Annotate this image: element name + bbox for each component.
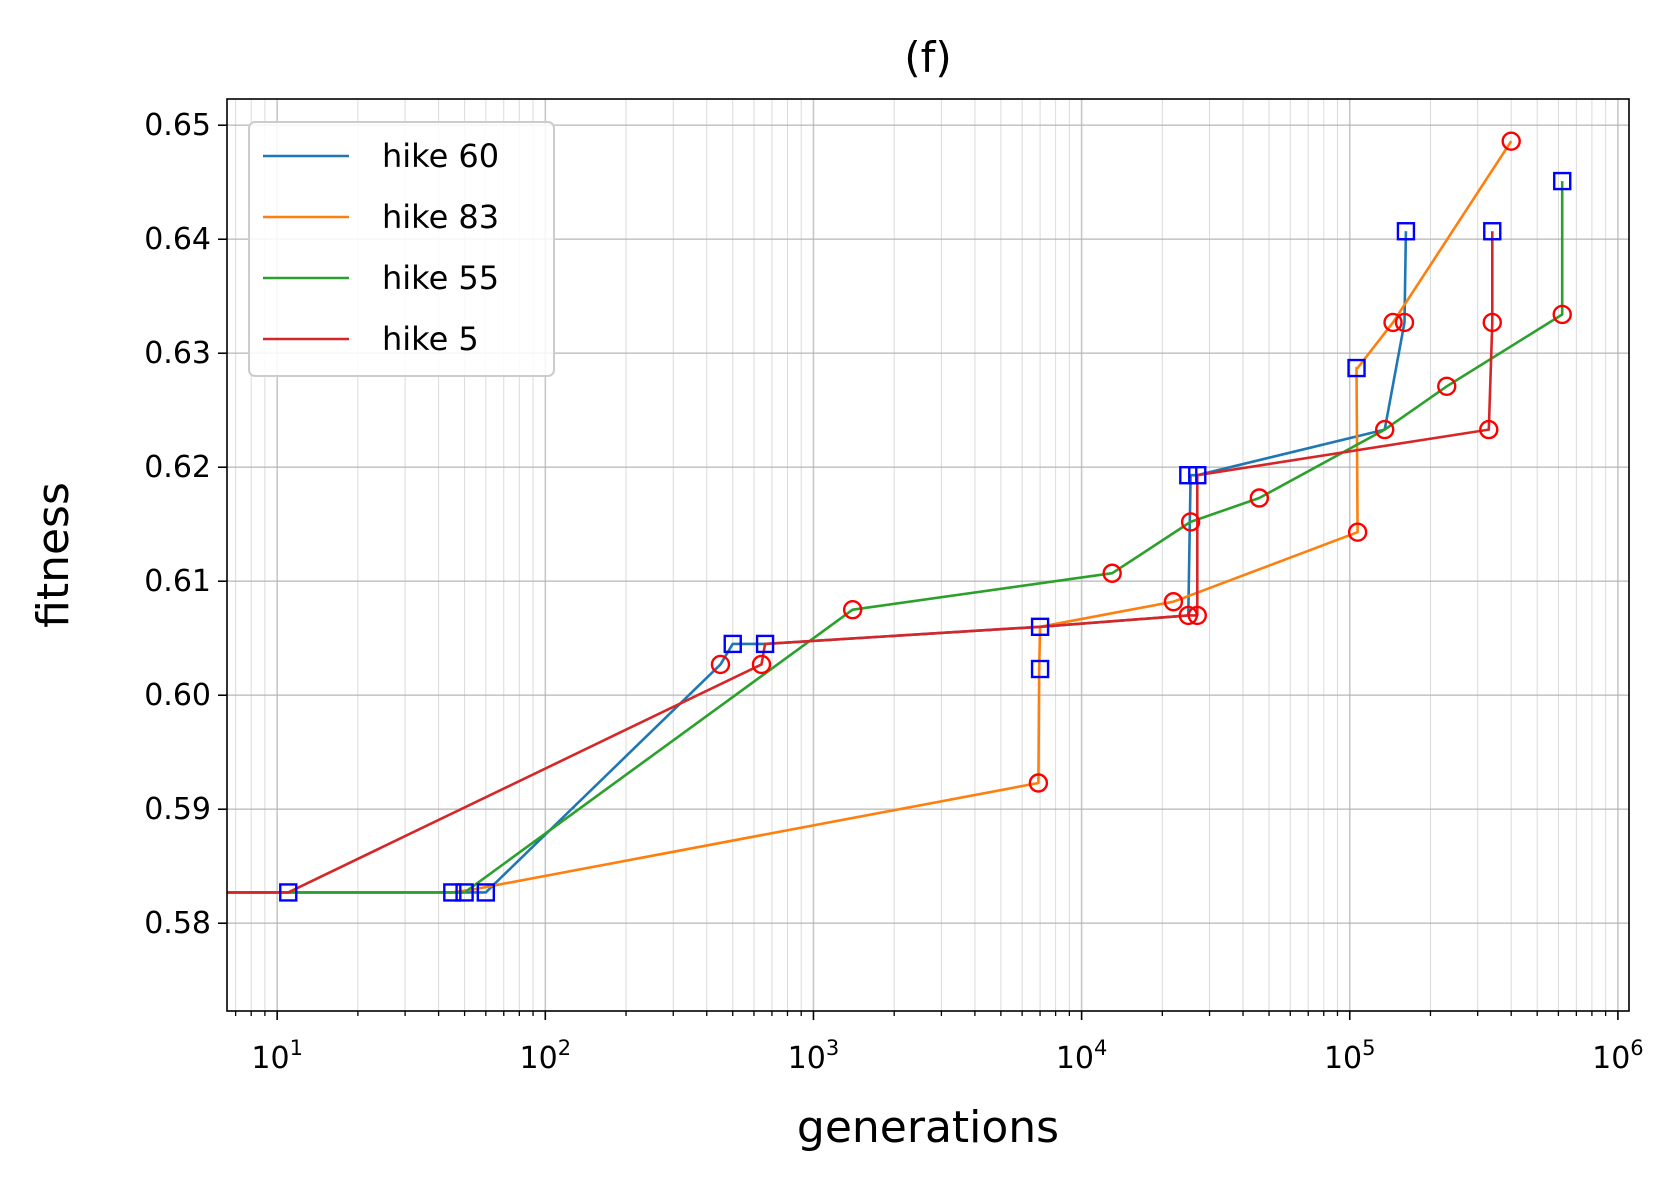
circle-marker xyxy=(1178,605,1199,626)
y-tick-label: 0.63 xyxy=(144,336,211,371)
y-tick-label: 0.61 xyxy=(144,564,211,599)
y-tick-label: 0.59 xyxy=(144,792,211,827)
x-tick-label: 101 xyxy=(251,1036,303,1076)
square-marker xyxy=(455,883,474,902)
circle-marker xyxy=(1249,488,1270,508)
square-marker xyxy=(279,883,298,902)
square-marker xyxy=(443,883,462,902)
legend-frame xyxy=(248,121,555,377)
y-axis-label: fitness xyxy=(28,482,79,628)
square-marker xyxy=(755,634,775,654)
circle-marker xyxy=(1102,563,1122,583)
circle-marker xyxy=(842,600,863,620)
y-tick-label: 0.65 xyxy=(144,108,211,143)
square-marker xyxy=(723,634,742,654)
circle-marker xyxy=(1394,312,1415,333)
circle-marker xyxy=(1552,304,1572,325)
x-axis-label: generations xyxy=(797,1102,1059,1153)
legend-label: hike 5 xyxy=(382,320,479,358)
x-tick-label: 104 xyxy=(1056,1036,1108,1076)
circle-marker xyxy=(1028,773,1049,793)
legend-label: hike 55 xyxy=(382,259,499,297)
circle-marker xyxy=(1347,522,1368,542)
circle-marker xyxy=(1437,376,1457,396)
point-markers xyxy=(279,131,1572,902)
y-tick-label: 0.60 xyxy=(144,678,211,713)
circle-marker xyxy=(751,654,772,675)
y-tick-label: 0.58 xyxy=(144,906,211,941)
square-marker xyxy=(476,883,496,902)
circle-marker xyxy=(1383,312,1403,333)
legend-label: hike 83 xyxy=(382,198,499,236)
y-tick-label: 0.62 xyxy=(144,450,211,485)
square-marker xyxy=(1483,222,1502,241)
square-marker xyxy=(1553,171,1572,191)
circle-marker xyxy=(1479,419,1499,440)
circle-marker xyxy=(1187,605,1207,626)
x-tick-label: 103 xyxy=(788,1036,840,1076)
square-marker xyxy=(1396,222,1416,241)
y-tick-label: 0.64 xyxy=(144,222,211,257)
circle-marker xyxy=(1501,131,1521,151)
circle-marker xyxy=(1163,592,1184,612)
legend-label: hike 60 xyxy=(382,137,499,175)
x-tick-label: 102 xyxy=(520,1036,572,1076)
plot-frame xyxy=(226,98,1630,1012)
circle-marker xyxy=(1482,312,1502,333)
axis-ticks: 101 102 103 104 105 106 0.58 0.59 0.60 0.61 0.62 0.… xyxy=(144,108,1643,1076)
square-marker xyxy=(1188,466,1207,485)
circle-marker xyxy=(1180,512,1201,532)
x-tick-label: 105 xyxy=(1324,1036,1376,1076)
circle-marker xyxy=(710,654,731,675)
chart-title: (f) xyxy=(904,33,952,82)
circle-marker xyxy=(1375,419,1395,440)
x-tick-label: 106 xyxy=(1592,1036,1644,1076)
square-marker xyxy=(1030,617,1050,637)
square-marker xyxy=(1347,358,1366,378)
square-marker xyxy=(1030,659,1050,679)
legend: hike 60 hike 83 hike 55 hike 5 xyxy=(248,121,555,377)
series-line xyxy=(227,181,1564,894)
